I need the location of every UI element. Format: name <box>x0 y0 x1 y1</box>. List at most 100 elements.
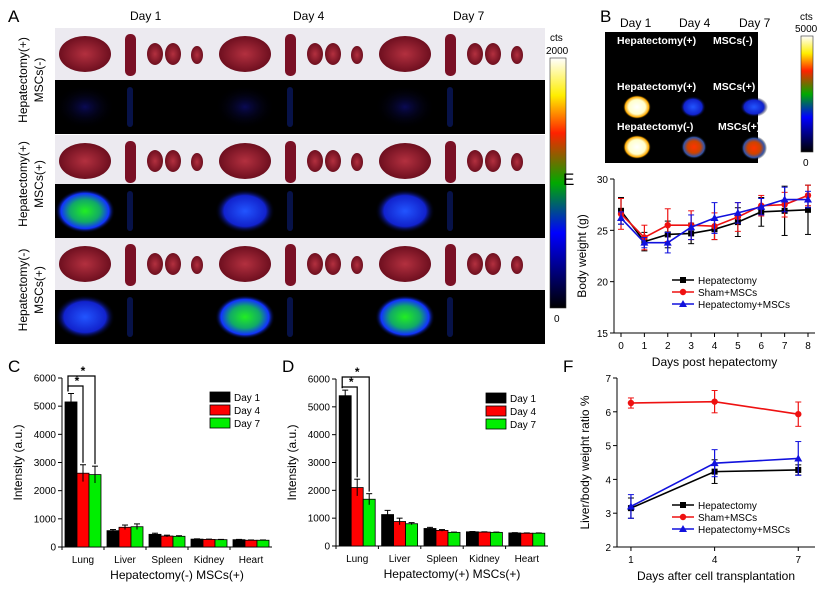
day-label: Day 1 <box>130 9 162 23</box>
liver-image <box>59 36 111 72</box>
data-point <box>679 288 687 296</box>
bar <box>465 531 479 547</box>
liver-fluorescence <box>55 85 115 129</box>
bar <box>520 532 534 547</box>
spleen-image <box>285 34 296 76</box>
chart-d: 0 1000 2000 3000 4000 5000 6000 Intensity (a.u.… <box>285 365 548 581</box>
heart-image <box>511 256 523 274</box>
bar <box>508 532 522 547</box>
liver-fluorescence <box>215 85 275 129</box>
liver-fluorescence <box>375 85 435 129</box>
colorbar-min: 0 <box>803 158 809 169</box>
group-label: Hepatectomy(-) <box>617 121 693 133</box>
liver-fluorescence <box>55 295 115 339</box>
x-tick-label: 5 <box>735 341 741 352</box>
fluorescence-row <box>55 290 545 344</box>
x-tick-label: Spleen <box>426 554 457 565</box>
data-point <box>680 277 686 283</box>
bar <box>130 526 144 548</box>
significance-bracket <box>341 376 370 492</box>
group-label: Hepatectomy(+) <box>617 81 696 93</box>
row-label: MSCs(+) <box>32 160 46 208</box>
legend-label: Day 1 <box>510 394 537 405</box>
bar <box>405 523 419 547</box>
kidney-image <box>485 150 501 172</box>
y-axis-label: Intensity (a.u.) <box>11 424 25 500</box>
legend-swatch <box>485 418 507 430</box>
data-point <box>680 502 686 508</box>
data-point <box>710 214 719 222</box>
group-label: MSCs(-) <box>713 35 753 47</box>
bar <box>532 532 546 547</box>
y-tick-label: 4 <box>605 475 611 486</box>
heart-image <box>511 46 523 64</box>
x-axis-label: Hepatectomy(+) MSCs(+) <box>384 567 521 581</box>
legend-label: Day 7 <box>234 419 261 430</box>
spleen-image <box>445 34 456 76</box>
day-label: Day 7 <box>453 9 485 23</box>
data-point <box>626 502 635 510</box>
data-point <box>640 238 649 246</box>
significance-marker: * <box>349 375 354 389</box>
colorbar-min: 0 <box>554 314 560 325</box>
bar <box>338 395 352 547</box>
row-label: Hepatectomy(-) <box>16 249 30 332</box>
bar <box>423 528 437 547</box>
spleen-image <box>285 244 296 286</box>
bar <box>477 531 491 547</box>
x-axis-label: Hepatectomy(-) MSCs(+) <box>110 568 244 582</box>
legend-label: Hepatectomy <box>698 501 757 512</box>
chart-c: 0 1000 2000 3000 4000 5000 6000 Intensity (a.u.… <box>11 364 272 582</box>
x-tick-label: Kidney <box>469 554 500 565</box>
x-tick-label: 4 <box>712 555 718 566</box>
liver-image <box>379 246 431 282</box>
data-point <box>679 525 687 532</box>
bar <box>244 539 258 548</box>
fluorescence-row <box>55 80 545 134</box>
day-label: Day 1 <box>620 16 652 30</box>
spleen-image <box>125 244 136 286</box>
organ-photo-row <box>55 135 545 187</box>
data-point <box>627 399 635 407</box>
data-point <box>804 206 811 213</box>
y-tick-label: 1000 <box>308 514 331 525</box>
significance-marker: * <box>81 364 86 378</box>
bar <box>190 538 204 548</box>
day-label: Day 4 <box>679 16 711 30</box>
liver-image <box>379 36 431 72</box>
y-tick-label: 6000 <box>34 374 57 385</box>
legend-label: Day 4 <box>234 406 261 417</box>
colorbar <box>549 57 567 309</box>
y-tick-label: 5000 <box>34 402 57 413</box>
x-tick-label: Liver <box>114 555 136 566</box>
bar <box>447 531 461 547</box>
bar <box>88 474 102 548</box>
organ-image-grid <box>55 28 545 344</box>
liver-fluorescence <box>215 189 275 233</box>
data-point <box>663 238 672 246</box>
data-point <box>733 208 742 216</box>
colorbar-max: 2000 <box>546 46 569 57</box>
day-label: Day 7 <box>739 16 771 30</box>
data-point <box>617 214 626 222</box>
spleen-fluorescence <box>287 87 293 127</box>
panel-a: A Day 1 Day 4 Day 7 Hepatectomy(+) MSCs(-… <box>8 7 569 344</box>
kidney-image <box>147 43 163 65</box>
lung-signal <box>740 97 768 117</box>
y-tick-label: 20 <box>597 278 609 289</box>
y-axis-label: Liver/body weight ratio % <box>578 395 592 529</box>
legend-label: Hepatectomy+MSCs <box>698 525 790 536</box>
data-point <box>795 410 802 418</box>
panel-label-b: B <box>600 7 611 26</box>
liver-image <box>219 36 271 72</box>
kidney-image <box>485 253 501 275</box>
legend-swatch <box>209 417 231 429</box>
liver-image <box>219 246 271 282</box>
bar <box>232 539 246 548</box>
heart-image <box>191 153 203 171</box>
spleen-fluorescence <box>287 297 293 337</box>
kidney-image <box>165 150 181 172</box>
lung-signal <box>623 95 651 119</box>
y-tick-label: 2 <box>605 543 611 554</box>
panel-label-e: E <box>563 170 574 189</box>
